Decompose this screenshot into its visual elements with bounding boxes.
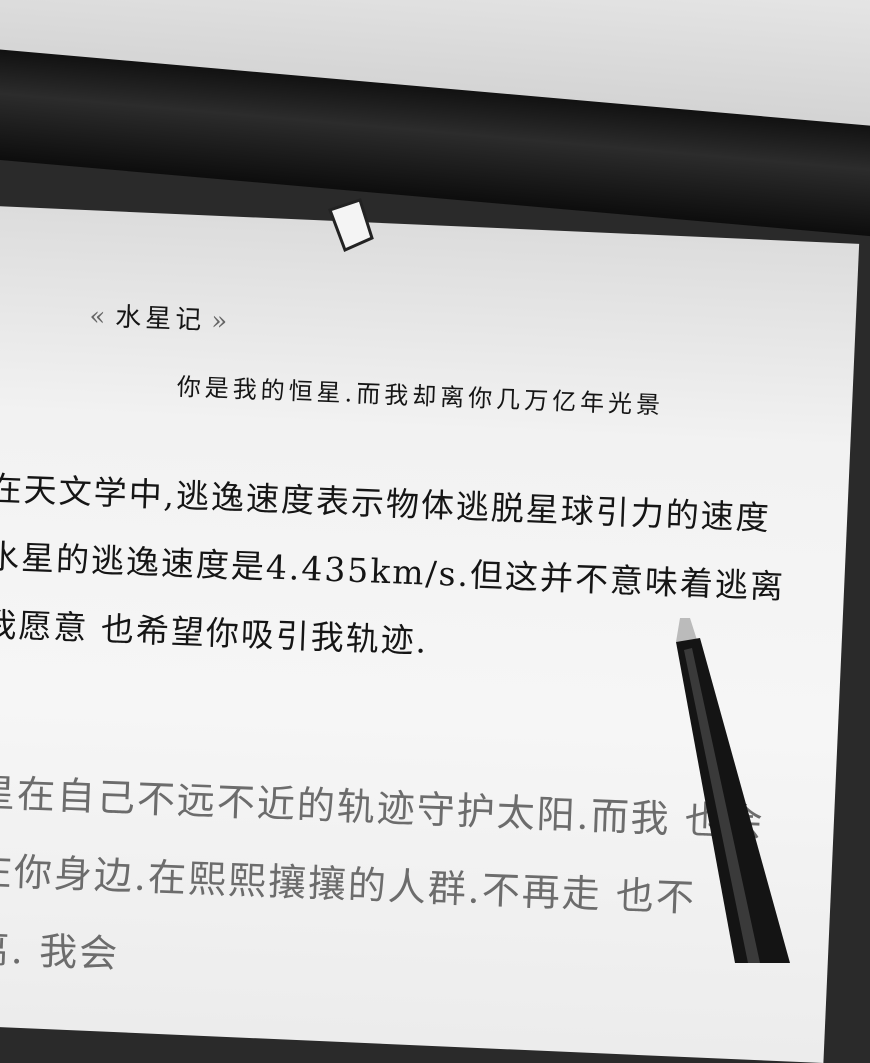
photo: {"note": { "title": "水星记", "subtitle": "… xyxy=(0,0,870,963)
pen xyxy=(328,198,790,963)
clip-tab xyxy=(328,198,374,253)
scene: 水星记 你是我的恒星.而我却离你几万亿年光景 在天文学中,逃逸速度表示物体逃脱星… xyxy=(0,0,870,963)
pen-tip xyxy=(676,618,697,642)
pen-highlight xyxy=(684,648,760,963)
